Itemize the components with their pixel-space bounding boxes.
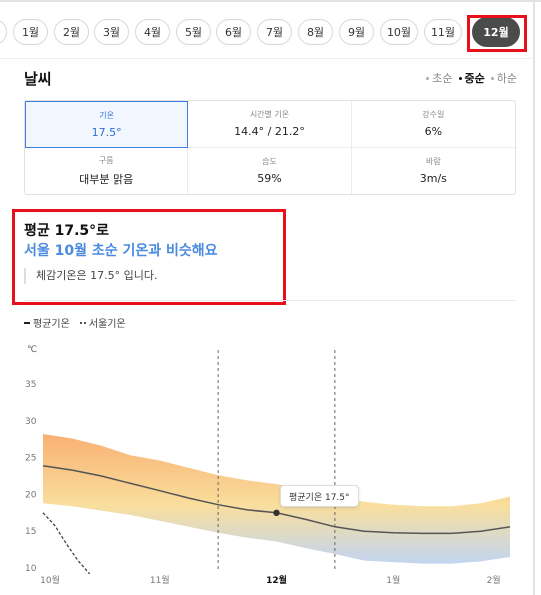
y-axis-unit: ℃ [27,345,37,355]
legend-item-average[interactable]: 평균기온 [24,315,70,330]
stat-cell-4[interactable]: 습도 59% [188,147,352,194]
highlight-box-month [467,15,527,52]
bullet-dot-icon [458,76,462,80]
frame-top-line [0,0,541,2]
month-tab-3[interactable]: 3월 [94,19,129,45]
summary-comparison: 서울 10월 초순 기온과 비슷해요 [24,243,218,259]
frame-right-line [533,0,535,595]
month-tab-7[interactable]: 7월 [257,19,292,45]
weather-title: 날씨 [24,70,52,88]
stat-cell-0[interactable]: 기온 17.5° [25,101,189,148]
stat-value: 3m/s [419,172,447,186]
temperature-chart-svg: ℃ 10 15 20 25 30 35 10월 11월 12월 1월 2월 [25,345,511,586]
stat-value: 대부분 맑음 [79,172,134,186]
legend-label-seoul: 서울기온 [88,319,126,330]
chart-legend: 평균기온 서울기온 [24,315,126,330]
stat-label: 구름 [98,155,114,165]
y-tick-label-0: 10 [25,564,37,574]
stat-label: 기온 [99,110,115,120]
dotted-line-icon [79,321,86,324]
stat-value: 59% [257,172,282,186]
legend-label-average: 평균기온 [33,319,70,330]
stat-value: 17.5° [91,125,122,139]
x-tick-label-4: 2월 [487,574,501,586]
stat-label: 바람 [425,157,441,167]
period-tab-2[interactable]: 하순 [490,70,517,86]
stat-cell-5[interactable]: 바람 3m/s [352,148,515,195]
legend-item-seoul[interactable]: 서울기온 [79,315,126,330]
x-tick-label-1: 11월 [150,574,170,586]
bullet-dot-icon [490,76,494,80]
temperature-range-band [43,434,510,564]
y-tick-label-5: 35 [25,380,36,390]
y-tick-label-1: 15 [25,527,36,537]
series-line-seoul [42,512,91,575]
y-tick-label-2: 20 [25,490,37,500]
period-tab-label: 하순 [496,72,517,85]
month-tab-12[interactable]: 12월 [472,17,520,47]
period-tabs: 초순 중순 하순 [426,70,517,86]
summary-average: 평균 17.5°로 [24,223,110,239]
month-tab-5[interactable]: 5월 [176,19,211,45]
month-tab-10[interactable]: 10월 [380,19,418,45]
period-tab-label: 초순 [432,72,453,85]
period-tab-0[interactable]: 초순 [426,70,453,86]
feels-like-text: 체감기온은 17.5° 입니다. [24,268,157,284]
month-tab-prev-fragment [0,19,7,45]
stat-cell-2[interactable]: 강수일 6% [351,101,515,148]
stat-label: 강수일 [422,110,445,120]
solid-line-icon [24,321,30,324]
weather-stats-grid: 기온 17.5° 시간별 기온 14.4° / 21.2° 강수일 6% 구름 대부분 맑음 습… [24,100,516,195]
bullet-dot-icon [426,76,430,80]
period-tab-1[interactable]: 중순 [458,70,485,86]
month-tab-1[interactable]: 1월 [13,19,48,45]
stat-value: 6% [424,125,443,139]
month-tab-4[interactable]: 4월 [135,19,170,45]
temperature-chart[interactable]: ℃ 10 15 20 25 30 35 10월 11월 12월 1월 2월 [0,338,541,595]
stat-cell-1[interactable]: 시간별 기온 14.4° / 21.2° [188,101,352,148]
chart-tooltip: 평균기온 17.5° [280,485,359,507]
stat-label: 습도 [262,157,277,167]
chart-marker-point [273,509,280,516]
frame-header-divider [0,58,533,59]
month-tab-2[interactable]: 2월 [54,19,89,45]
month-tab-6[interactable]: 6월 [216,19,251,45]
month-tab-8[interactable]: 8월 [298,19,333,45]
stat-value: 14.4° / 21.2° [234,125,305,139]
month-tab-11[interactable]: 11월 [424,19,462,45]
y-tick-label-3: 25 [25,454,36,464]
month-tab-9[interactable]: 9월 [339,19,374,45]
y-tick-label-4: 30 [25,417,37,427]
x-tick-label-2: 12월 [266,574,287,586]
stat-label: 시간별 기온 [249,110,290,120]
month-tab-strip: 1월 2월 3월 4월 5월 6월 7월 8월 9월 10월 11월 12월 [0,12,541,52]
period-tab-label: 중순 [464,72,485,85]
x-tick-label-0: 10월 [40,574,60,586]
section-divider [24,300,516,301]
highlight-box-summary [12,209,286,305]
x-tick-label-3: 1월 [386,574,400,586]
